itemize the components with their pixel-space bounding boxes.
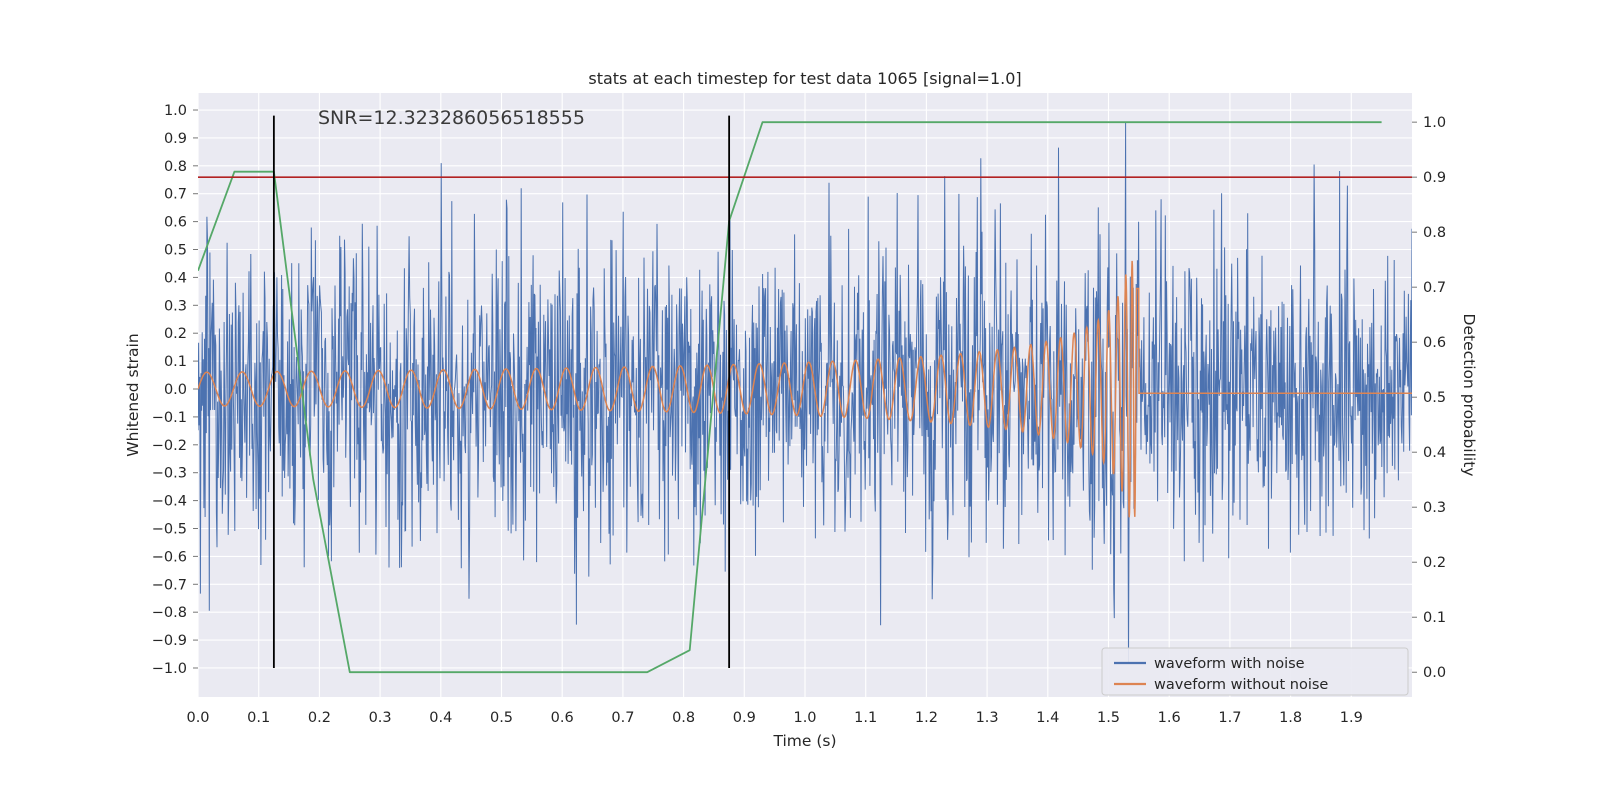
y-right-tick-label: 0.0 (1423, 665, 1446, 681)
snr-annotation: SNR=12.323286056518555 (318, 107, 585, 129)
y-left-tick-label: −0.2 (152, 438, 187, 454)
x-tick-label: 1.8 (1279, 710, 1302, 726)
y-right-tick-label: 0.8 (1423, 225, 1446, 241)
y-left-tick-label: 0.9 (164, 131, 187, 147)
legend-label-waveform-without-noise: waveform without noise (1154, 677, 1328, 693)
y-left-tick-label: −0.3 (152, 466, 187, 482)
chart-title: stats at each timestep for test data 106… (588, 69, 1021, 88)
axis-ticks: 0.0 0.1 0.2 0.3 0.4 0.5 0.6 0.7 0.8 0.9 1.0 1.1 1.2 1… (152, 103, 1446, 726)
x-tick-label: 0.3 (369, 710, 392, 726)
y-right-axis-label: Detection probability (1460, 314, 1478, 477)
waveform-with-noise-line (198, 122, 1412, 663)
y-left-tick-label: −0.9 (152, 633, 187, 649)
x-tick-label: 0.9 (733, 710, 756, 726)
x-tick-label: 1.0 (793, 710, 816, 726)
x-tick-label: 0.2 (308, 710, 331, 726)
x-tick-label: 0.8 (672, 710, 695, 726)
y-left-tick-label: −0.1 (152, 410, 187, 426)
legend: waveform with noise waveform without noi… (1101, 647, 1409, 696)
x-tick-label: 1.4 (1036, 710, 1059, 726)
y-left-tick-label: −0.4 (152, 494, 187, 510)
y-left-tick-label: 0.7 (164, 187, 187, 203)
x-tick-label: 0.4 (429, 710, 452, 726)
y-right-tick-label: 0.9 (1423, 170, 1446, 186)
y-left-tick-label: 0.2 (164, 326, 187, 342)
x-tick-label: 1.5 (1097, 710, 1120, 726)
x-tick-label: 0.5 (490, 710, 513, 726)
y-right-tick-label: 0.2 (1423, 555, 1446, 571)
x-tick-label: 0.0 (186, 710, 209, 726)
y-left-tick-label: 0.6 (164, 215, 187, 231)
x-tick-label: 1.1 (854, 710, 877, 726)
x-tick-label: 0.6 (551, 710, 574, 726)
y-right-tick-label: 0.7 (1423, 280, 1446, 296)
y-left-tick-label: 0.3 (164, 298, 187, 314)
y-right-tick-label: 0.5 (1423, 390, 1446, 406)
y-left-tick-label: 0.5 (164, 243, 187, 259)
x-tick-label: 1.3 (976, 710, 999, 726)
legend-box (1101, 647, 1409, 696)
x-tick-label: 0.7 (611, 710, 634, 726)
x-axis-label: Time (s) (772, 732, 836, 750)
y-left-tick-label: −0.5 (152, 521, 187, 537)
x-tick-label: 1.2 (915, 710, 938, 726)
waveform-without-noise-line (198, 260, 1412, 518)
y-left-axis-label: Whitened strain (124, 333, 142, 456)
y-left-tick-label: −1.0 (152, 661, 187, 677)
y-left-tick-label: −0.8 (152, 605, 187, 621)
y-left-tick-label: 0.8 (164, 159, 187, 175)
y-left-tick-label: −0.6 (152, 549, 187, 565)
legend-label-waveform-with-noise: waveform with noise (1154, 656, 1305, 672)
y-left-tick-label: −0.7 (152, 577, 187, 593)
series-layer (198, 115, 1412, 674)
x-tick-label: 1.9 (1340, 710, 1363, 726)
y-right-tick-label: 0.1 (1423, 610, 1446, 626)
x-tick-label: 1.6 (1158, 710, 1181, 726)
y-left-tick-label: 0.0 (164, 382, 187, 398)
y-left-tick-label: 1.0 (164, 103, 187, 119)
y-left-tick-label: 0.4 (164, 270, 187, 286)
detection-probability-line (198, 121, 1382, 674)
y-right-tick-label: 0.6 (1423, 335, 1446, 351)
x-tick-label: 1.7 (1218, 710, 1241, 726)
y-right-tick-label: 0.4 (1423, 445, 1446, 461)
y-right-tick-label: 0.3 (1423, 500, 1446, 516)
x-tick-label: 0.1 (247, 710, 270, 726)
y-left-tick-label: 0.1 (164, 354, 187, 370)
y-right-tick-label: 1.0 (1423, 115, 1446, 131)
